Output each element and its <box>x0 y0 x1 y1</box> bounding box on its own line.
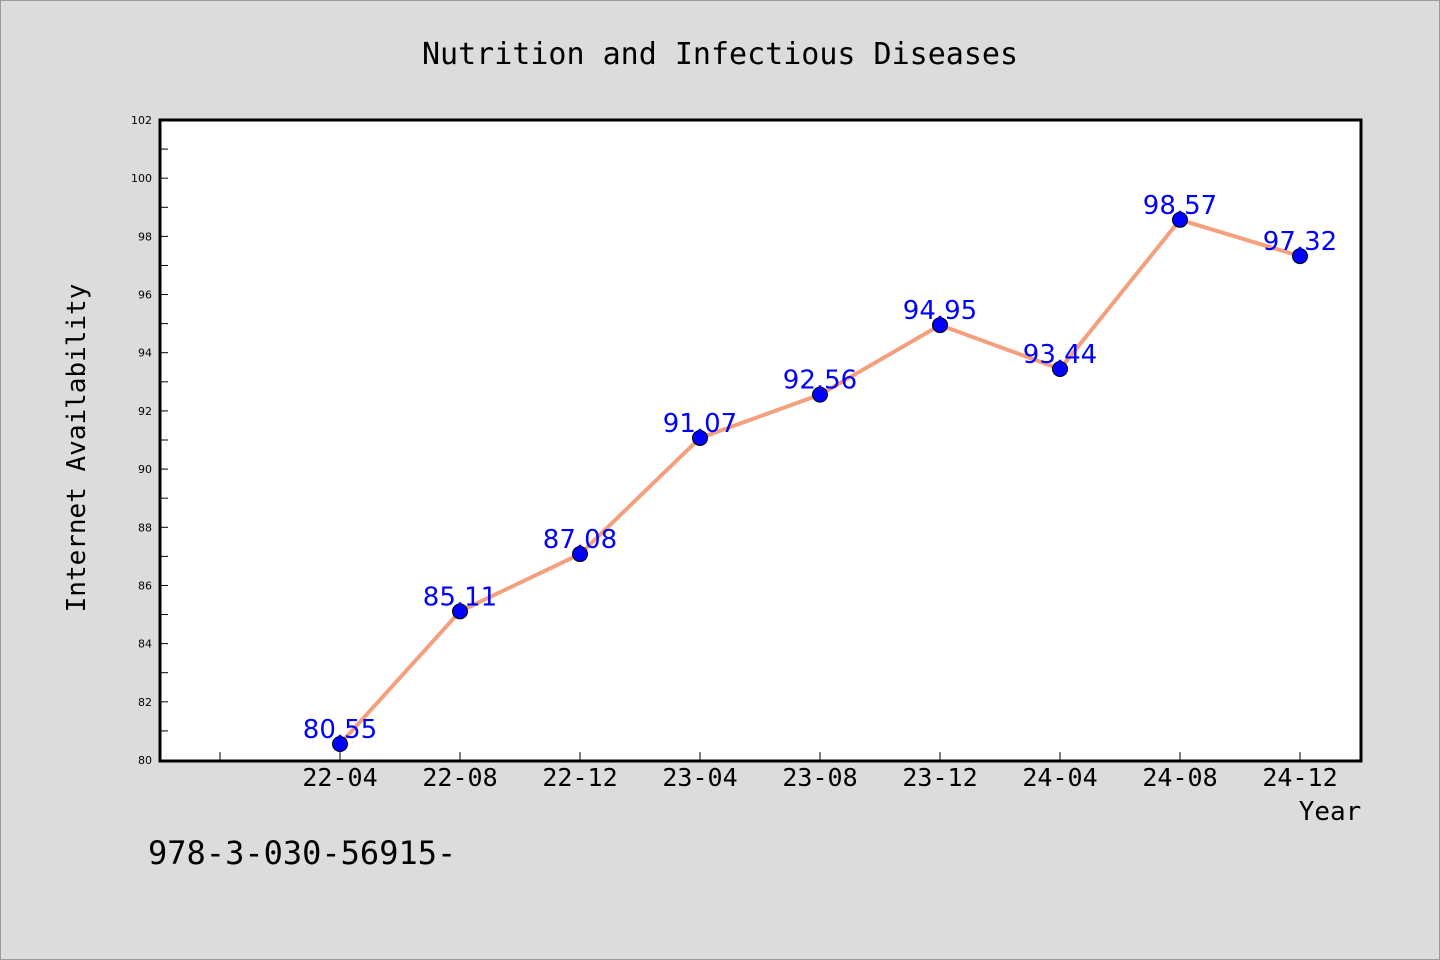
data-point-label: 98.57 <box>1143 191 1217 221</box>
y-tick-label: 86 <box>138 579 152 592</box>
footer-id-text: 978-3-030-56915- <box>148 834 456 872</box>
data-point-marker <box>452 603 468 620</box>
y-tick-label: 92 <box>138 405 152 418</box>
data-point-label: 94.95 <box>903 296 977 326</box>
x-tick-label: 22-04 <box>302 763 377 792</box>
data-point-marker <box>812 386 828 403</box>
y-tick-label: 90 <box>138 463 152 476</box>
y-tick-label: 82 <box>138 696 152 709</box>
y-tick-label: 80 <box>138 754 152 767</box>
y-tick-label: 98 <box>138 230 152 243</box>
data-point-marker <box>332 736 348 752</box>
x-tick-label: 22-08 <box>422 763 497 792</box>
data-labels: 80.55 85.11 87.08 91.07 92.56 94.95 93.44 98.57… <box>303 191 1337 745</box>
data-point-label: 87.08 <box>543 525 617 555</box>
y-tick-label: 94 <box>138 347 152 360</box>
y-tick-label: 100 <box>131 172 152 185</box>
x-tick-label: 23-08 <box>782 763 857 792</box>
series-internet-availability <box>332 211 1308 752</box>
data-point-marker <box>932 317 948 334</box>
data-point-marker <box>1172 211 1188 228</box>
data-point-marker <box>572 546 588 563</box>
data-point-label: 92.56 <box>783 366 857 396</box>
data-point-label: 91.07 <box>663 409 737 439</box>
data-point-marker <box>1052 361 1068 378</box>
data-point-label: 80.55 <box>303 715 377 745</box>
y-axis: 80 82 84 86 88 90 92 94 96 98 100 102 <box>131 114 168 767</box>
x-tick-label: 22-12 <box>542 763 617 792</box>
data-point-marker <box>1292 248 1308 265</box>
chart-title: Nutrition and Infectious Diseases <box>422 37 1018 72</box>
x-tick-label: 23-12 <box>902 763 977 792</box>
x-tick-label: 24-04 <box>1022 763 1097 792</box>
x-tick-label: 23-04 <box>662 763 737 792</box>
x-axis: 22-04 22-08 22-12 23-04 23-08 23-12 24-04 24-08… <box>219 752 1338 792</box>
data-point-label: 85.11 <box>423 582 497 612</box>
data-point-label: 97.32 <box>1263 227 1337 257</box>
y-tick-label: 84 <box>138 638 152 651</box>
plot-area <box>158 118 1363 763</box>
y-tick-label: 96 <box>138 289 152 302</box>
data-point-marker <box>692 429 708 446</box>
x-tick-label: 24-12 <box>1262 763 1337 792</box>
y-tick-label: 88 <box>138 521 152 534</box>
data-point-label: 93.44 <box>1023 340 1097 370</box>
x-tick-label: 24-08 <box>1142 763 1217 792</box>
x-axis-title: Year <box>1299 797 1362 827</box>
y-tick-label: 102 <box>131 114 152 127</box>
y-axis-title: Internet Availability <box>62 284 92 613</box>
